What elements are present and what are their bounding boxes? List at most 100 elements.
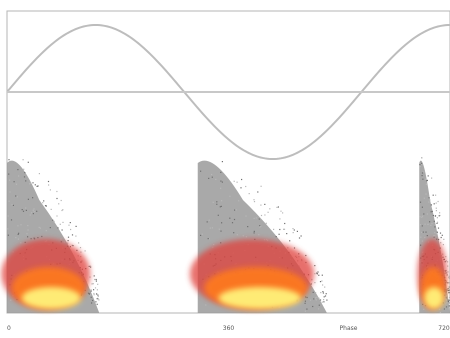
density-point (313, 298, 315, 300)
density-cluster (1, 159, 100, 313)
density-point (242, 235, 244, 237)
density-point (16, 196, 18, 198)
density-point (419, 216, 421, 218)
density-point (98, 299, 100, 301)
density-point (424, 236, 426, 239)
density-point (437, 227, 440, 229)
density-point (257, 191, 259, 193)
density-cluster (190, 160, 328, 313)
density-point (289, 240, 291, 242)
density-point (20, 224, 22, 226)
density-point (283, 228, 285, 230)
density-point (280, 210, 282, 212)
density-point (89, 265, 92, 267)
density-point (423, 197, 425, 199)
density-point (27, 229, 29, 231)
density-point (27, 198, 29, 200)
density-point (430, 224, 432, 226)
density-point (438, 215, 440, 217)
density-point (423, 213, 425, 215)
density-point (15, 237, 17, 239)
density-point (33, 210, 35, 213)
density-point (245, 215, 247, 217)
density-point (68, 224, 70, 226)
density-point (75, 225, 77, 227)
density-point (430, 204, 432, 206)
density-point (316, 273, 318, 275)
density-point (446, 274, 448, 276)
density-point (7, 234, 9, 236)
density-point (273, 228, 275, 230)
density-point (425, 178, 427, 180)
density-point (436, 222, 438, 224)
density-point (220, 230, 222, 232)
density-point (446, 295, 448, 297)
density-point (448, 302, 450, 304)
density-point (434, 226, 436, 228)
density-point (38, 226, 40, 228)
density-point (211, 176, 213, 178)
density-point (421, 206, 423, 208)
density-point (30, 212, 33, 214)
x-tick-label: 720 (438, 325, 450, 332)
density-point (221, 161, 223, 163)
density-point (32, 182, 34, 184)
density-point (264, 203, 266, 205)
density-point (216, 203, 218, 205)
density-point (36, 210, 38, 212)
density-point (317, 271, 319, 273)
density-point (78, 242, 80, 244)
density-point (298, 237, 301, 239)
density-point (447, 288, 449, 290)
density-point (326, 299, 328, 301)
density-point (56, 215, 58, 217)
density-point (56, 190, 58, 193)
density-point (434, 215, 437, 217)
density-point (56, 197, 58, 200)
density-point (32, 209, 34, 211)
density-point (97, 283, 99, 285)
density-point (439, 232, 442, 234)
density-point (96, 293, 98, 295)
density-point (91, 283, 93, 285)
density-point (72, 245, 74, 247)
sine-reference-curve (6, 23, 450, 161)
density-point (60, 238, 62, 240)
density-point (445, 306, 448, 308)
density-point (445, 303, 447, 305)
density-point (324, 286, 326, 288)
density-point (24, 241, 26, 243)
density-point (205, 304, 207, 306)
density-point (97, 294, 99, 296)
density-point (426, 180, 428, 182)
density-point (213, 244, 215, 246)
density-point (200, 234, 202, 236)
density-point (265, 222, 267, 224)
density-point (217, 214, 219, 216)
density-point (421, 240, 424, 242)
density-point (211, 227, 213, 229)
density-point (443, 308, 445, 310)
density-point (431, 177, 433, 179)
density-point (420, 244, 422, 246)
density-point (305, 296, 307, 298)
density-point (447, 271, 449, 273)
density-point (23, 168, 25, 170)
density-point (15, 183, 18, 185)
density-point (44, 205, 47, 207)
density-point (447, 301, 449, 303)
density-point (41, 235, 43, 238)
density-point (209, 227, 211, 229)
density-point (95, 280, 97, 282)
density-point (90, 289, 92, 291)
density-point (212, 201, 214, 203)
density-point (79, 247, 82, 249)
density-point (12, 204, 14, 206)
density-point (67, 242, 69, 244)
density-point (306, 308, 308, 310)
density-point (324, 295, 327, 297)
density-point (27, 225, 29, 227)
density-point (421, 162, 423, 164)
density-point (21, 209, 23, 211)
